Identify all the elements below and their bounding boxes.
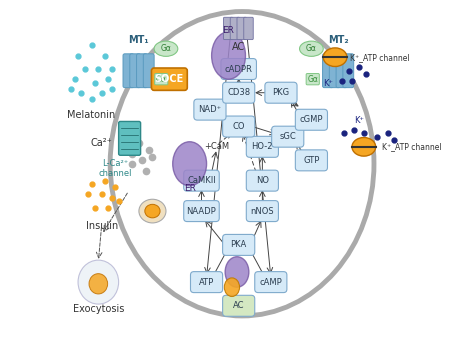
FancyBboxPatch shape <box>246 170 278 191</box>
FancyBboxPatch shape <box>295 109 328 130</box>
Ellipse shape <box>78 260 118 304</box>
Text: Melatonin: Melatonin <box>67 109 116 120</box>
Text: +CaM: +CaM <box>204 142 229 151</box>
Text: cGMP: cGMP <box>300 115 323 124</box>
Text: CaMKII: CaMKII <box>187 176 216 185</box>
FancyBboxPatch shape <box>343 54 354 88</box>
Text: Gα: Gα <box>307 75 318 84</box>
FancyBboxPatch shape <box>118 121 141 155</box>
Text: NAD⁺: NAD⁺ <box>199 105 221 114</box>
Ellipse shape <box>145 204 160 218</box>
Text: cAMP: cAMP <box>259 278 282 287</box>
FancyBboxPatch shape <box>223 17 233 40</box>
Text: K⁺_ATP channel: K⁺_ATP channel <box>350 53 410 62</box>
Text: NO: NO <box>256 176 269 185</box>
Ellipse shape <box>139 199 166 223</box>
FancyBboxPatch shape <box>137 54 147 88</box>
FancyBboxPatch shape <box>295 150 328 171</box>
Text: MT₁: MT₁ <box>128 35 149 45</box>
FancyBboxPatch shape <box>230 17 240 40</box>
Text: NAADP: NAADP <box>187 207 216 216</box>
FancyBboxPatch shape <box>246 136 278 157</box>
Text: K⁺: K⁺ <box>323 79 333 88</box>
Text: PKG: PKG <box>273 88 290 97</box>
Text: HO-2: HO-2 <box>252 142 273 151</box>
Ellipse shape <box>225 257 249 287</box>
Text: ER: ER <box>223 26 235 35</box>
Text: sGC: sGC <box>279 132 296 141</box>
FancyBboxPatch shape <box>143 54 154 88</box>
FancyBboxPatch shape <box>244 17 253 40</box>
Text: K⁺_ATP channel: K⁺_ATP channel <box>383 142 442 151</box>
FancyBboxPatch shape <box>123 54 134 88</box>
Text: CO: CO <box>232 122 245 131</box>
Text: Gα: Gα <box>306 44 317 53</box>
Ellipse shape <box>89 274 108 294</box>
FancyBboxPatch shape <box>221 59 256 79</box>
FancyBboxPatch shape <box>184 201 219 222</box>
FancyBboxPatch shape <box>130 54 141 88</box>
FancyBboxPatch shape <box>223 82 255 103</box>
Text: K⁺: K⁺ <box>354 116 364 125</box>
Text: SOCE: SOCE <box>155 74 184 84</box>
FancyBboxPatch shape <box>184 170 219 191</box>
FancyBboxPatch shape <box>194 99 226 120</box>
FancyBboxPatch shape <box>151 68 187 90</box>
FancyBboxPatch shape <box>323 54 333 88</box>
Text: AC: AC <box>232 42 246 52</box>
FancyBboxPatch shape <box>329 54 340 88</box>
Text: PKA: PKA <box>230 240 247 249</box>
Text: Gα: Gα <box>156 75 167 84</box>
Ellipse shape <box>224 278 239 296</box>
Text: Insulin: Insulin <box>86 221 118 231</box>
FancyBboxPatch shape <box>237 17 246 40</box>
Text: nNOS: nNOS <box>251 207 274 216</box>
FancyBboxPatch shape <box>336 54 347 88</box>
Text: ATP: ATP <box>199 278 214 287</box>
FancyBboxPatch shape <box>223 234 255 255</box>
Ellipse shape <box>352 137 376 156</box>
Ellipse shape <box>323 48 347 66</box>
FancyBboxPatch shape <box>246 201 278 222</box>
Ellipse shape <box>173 142 207 186</box>
FancyBboxPatch shape <box>272 126 304 147</box>
FancyBboxPatch shape <box>223 295 255 316</box>
Ellipse shape <box>154 41 178 56</box>
Text: CD38: CD38 <box>227 88 250 97</box>
Ellipse shape <box>211 32 246 79</box>
Ellipse shape <box>300 41 323 56</box>
Text: GTP: GTP <box>303 156 319 165</box>
Text: MT₂: MT₂ <box>328 35 349 45</box>
Text: Exocytosis: Exocytosis <box>73 304 124 314</box>
Text: Ca²⁺: Ca²⁺ <box>91 138 113 148</box>
Text: Gα: Gα <box>161 44 172 53</box>
FancyBboxPatch shape <box>223 116 255 137</box>
FancyBboxPatch shape <box>255 272 287 293</box>
Text: ER: ER <box>184 184 196 193</box>
FancyBboxPatch shape <box>265 82 297 103</box>
Text: cADPR: cADPR <box>225 64 253 74</box>
Text: L-Ca²⁺
channel: L-Ca²⁺ channel <box>99 159 132 178</box>
Text: AC: AC <box>233 301 245 310</box>
FancyBboxPatch shape <box>191 272 223 293</box>
